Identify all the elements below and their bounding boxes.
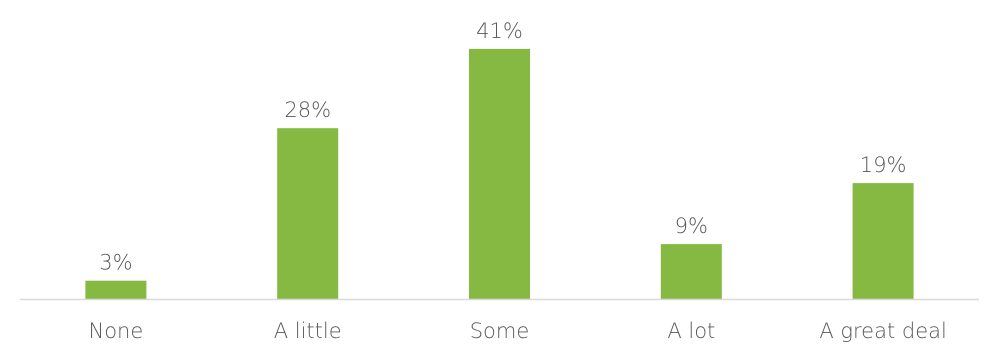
bar-none [85,280,147,299]
bar-some [469,48,530,300]
category-label-a-great-deal: A great deal [819,319,946,343]
data-label-a-lot: 9% [675,214,708,238]
data-label-a-great-deal: 19% [860,153,907,177]
category-label-none: None [89,319,144,343]
category-label-a-little: A little [274,319,342,343]
category-label-some: Some [470,319,530,343]
bars-group [85,48,914,300]
data-label-a-little: 28% [284,98,331,122]
data-label-none: 3% [99,251,132,275]
data-label-some: 41% [476,19,523,43]
data-labels-group: 3% 28% 41% 9% 19% [99,19,906,275]
category-labels-group: None A little Some A lot A great deal [89,319,947,343]
bar-a-great-deal [852,183,914,299]
bar-a-lot [660,244,722,299]
bar-a-little [277,128,339,299]
category-label-a-lot: A lot [667,319,715,343]
